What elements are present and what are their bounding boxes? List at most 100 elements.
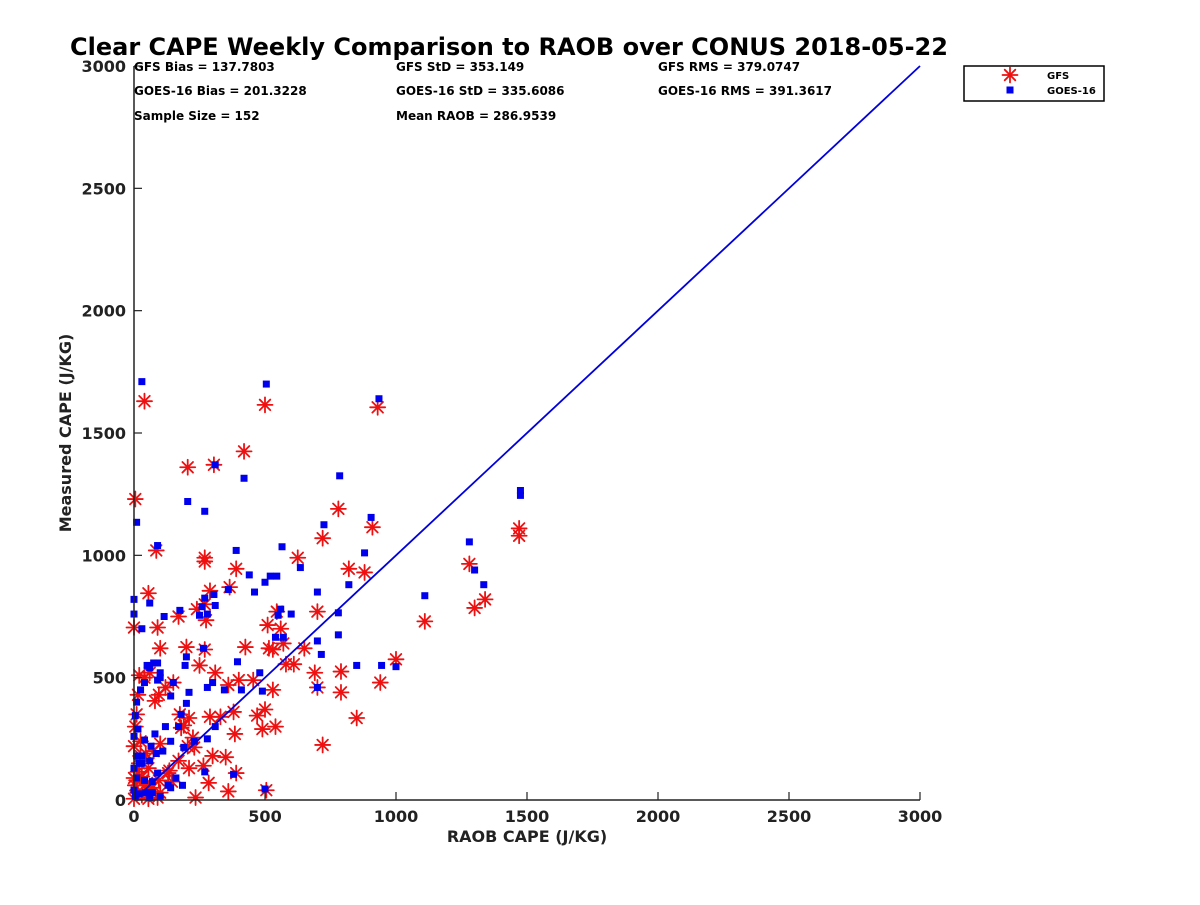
goes16-point <box>203 735 211 743</box>
goes16-point <box>516 491 524 499</box>
x-axis-label: RAOB CAPE (J/KG) <box>447 827 607 846</box>
gfs-point <box>267 718 284 735</box>
axes: 0 500 1000 1500 2000 2500 3000 0 500 1000 1500 200… <box>81 57 942 826</box>
gfs-point <box>140 584 157 602</box>
goes16-point <box>203 683 211 691</box>
goes16-point <box>245 571 253 579</box>
goes16-point <box>201 768 209 776</box>
y-tick-label: 0 <box>115 791 126 810</box>
x-tick-label: 1000 <box>374 807 419 826</box>
y-tick-label: 1000 <box>81 546 126 565</box>
goes16-point <box>237 686 245 694</box>
gfs-point <box>230 671 248 689</box>
stat-gfs-bias: GFS Bias = 137.7803 <box>134 60 275 74</box>
plot-area <box>125 65 921 808</box>
gfs-point <box>187 789 204 806</box>
goes16-point <box>210 590 218 598</box>
gfs-point <box>196 553 214 570</box>
gfs-point <box>510 527 528 545</box>
goes16-point <box>203 610 211 618</box>
gfs-point <box>476 590 494 608</box>
goes16-point <box>131 792 139 800</box>
gfs-point <box>369 398 387 416</box>
gfs-point <box>180 759 198 777</box>
goes16-point <box>169 679 177 687</box>
legend-gfs-marker <box>1001 66 1019 84</box>
goes16-point <box>220 686 228 694</box>
goes16-point <box>148 789 156 797</box>
gfs-point <box>130 666 148 684</box>
goes16-point <box>232 546 240 554</box>
goes16-point <box>138 752 146 760</box>
goes16-point <box>161 723 169 731</box>
goes16-point <box>156 669 164 677</box>
goes16-point <box>152 750 160 758</box>
goes16-point <box>273 572 281 580</box>
goes16-point <box>313 588 321 596</box>
goes16-point <box>142 789 150 797</box>
gfs-point <box>314 736 332 754</box>
goes16-point <box>209 679 217 687</box>
goes16-point <box>262 380 270 388</box>
goes16-point <box>140 776 148 784</box>
gfs-point <box>306 664 324 682</box>
goes16-point <box>154 769 162 777</box>
goes16-point <box>159 747 167 755</box>
gfs-point <box>219 783 237 800</box>
y-axis-label: Measured CAPE (J/KG) <box>56 334 75 533</box>
goes16-point <box>182 653 190 661</box>
gfs-point <box>151 639 169 657</box>
goes16-point <box>313 683 321 691</box>
goes16-point <box>480 581 488 589</box>
goes16-point <box>266 572 274 580</box>
x-tick-label: 0 <box>128 807 139 826</box>
stat-goes-std: GOES-16 StD = 335.6086 <box>396 84 565 98</box>
goes16-point <box>182 699 190 707</box>
y-tick-label: 3000 <box>81 57 126 76</box>
goes16-point <box>375 395 383 403</box>
x-ticks: 0 500 1000 1500 2000 2500 3000 <box>128 792 942 826</box>
goes16-point <box>320 521 328 529</box>
goes16-point <box>147 742 155 750</box>
goes16-point <box>392 663 400 671</box>
goes16-point <box>146 757 154 765</box>
goes16-point <box>271 633 279 641</box>
stats-block: GFS Bias = 137.7803 GFS StD = 353.149 GF… <box>134 60 832 123</box>
gfs-point <box>356 564 373 581</box>
gfs-point <box>295 639 313 657</box>
gfs-point <box>289 549 307 567</box>
gfs-point <box>348 709 366 727</box>
y-tick-label: 500 <box>93 669 126 688</box>
y-ticks: 0 500 1000 1500 2000 2500 3000 <box>81 57 142 810</box>
goes16-point <box>138 378 146 386</box>
stat-mean-raob: Mean RAOB = 286.9539 <box>396 109 556 123</box>
gfs-point <box>274 635 292 652</box>
gfs-point <box>332 663 350 680</box>
goes16-point <box>278 543 286 551</box>
gfs-point <box>285 655 303 673</box>
goes16-point <box>143 661 151 669</box>
gfs-point <box>466 599 484 617</box>
goes16-point <box>313 637 321 645</box>
legend-gfs-label: GFS <box>1047 71 1069 82</box>
gfs-point <box>136 392 153 410</box>
goes16-point <box>167 737 175 745</box>
gfs-point <box>235 442 253 460</box>
x-tick-label: 2500 <box>767 807 812 826</box>
goes16-point <box>233 658 241 666</box>
stat-goes-rms: GOES-16 RMS = 391.3617 <box>658 84 832 98</box>
gfs-point <box>212 708 229 726</box>
goes16-point <box>138 625 146 633</box>
gfs-point <box>259 616 277 634</box>
gfs-point <box>314 529 332 547</box>
goes16-point <box>140 679 148 687</box>
goes16-point <box>261 578 269 586</box>
legend: GFS GOES-16 <box>963 65 1105 102</box>
stat-gfs-rms: GFS RMS = 379.0747 <box>658 60 800 74</box>
goes16-point <box>345 581 353 589</box>
stat-sample-size: Sample Size = 152 <box>134 109 260 123</box>
goes16-point <box>133 518 141 526</box>
gfs-point <box>146 692 164 710</box>
goes16-point <box>160 613 168 620</box>
